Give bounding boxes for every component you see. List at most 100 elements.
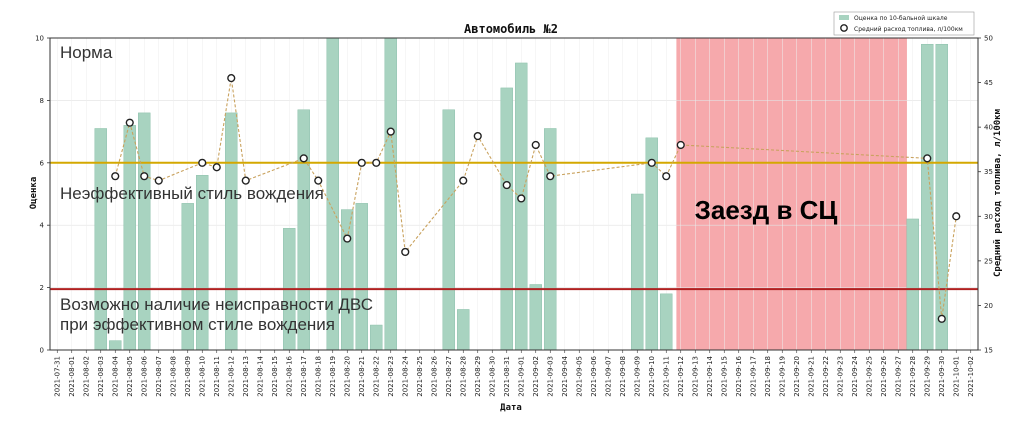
score-bar bbox=[631, 193, 644, 351]
score-bar bbox=[544, 128, 557, 351]
y2-tick-label: 40 bbox=[984, 124, 993, 132]
x-tick-label: 2021-08-29 bbox=[474, 356, 482, 397]
score-bar bbox=[370, 324, 383, 351]
zone-label-inefficient: Неэффективный стиль вождения bbox=[60, 184, 324, 203]
x-tick-label: 2021-09-10 bbox=[648, 356, 656, 397]
score-bar bbox=[660, 293, 673, 351]
x-tick-label: 2021-08-23 bbox=[387, 356, 395, 397]
x-tick-label: 2021-09-26 bbox=[880, 355, 888, 396]
legend-bar-swatch bbox=[839, 15, 849, 20]
fuel-point bbox=[546, 172, 555, 181]
score-bar bbox=[109, 340, 122, 351]
x-tick-label: 2021-09-17 bbox=[749, 356, 757, 397]
chart-title: Автомобиль №2 bbox=[464, 22, 558, 36]
x-tick-label: 2021-09-01 bbox=[517, 356, 525, 397]
fuel-point bbox=[517, 194, 526, 203]
x-tick-label: 2021-08-14 bbox=[256, 355, 264, 396]
fuel-point bbox=[937, 314, 946, 323]
fuel-point bbox=[502, 180, 511, 190]
x-tick-label: 2021-09-29 bbox=[923, 356, 931, 397]
fuel-point bbox=[111, 172, 120, 181]
x-tick-label: 2021-09-09 bbox=[633, 356, 641, 397]
x-tick-label: 2021-08-18 bbox=[314, 356, 322, 397]
service-label: Заезд в СЦ bbox=[695, 195, 838, 225]
fuel-point bbox=[662, 172, 671, 181]
fuel-point bbox=[241, 176, 250, 185]
x-tick-label: 2021-09-28 bbox=[909, 356, 917, 397]
x-tick-label: 2021-08-11 bbox=[213, 356, 221, 397]
x-tick-label: 2021-08-03 bbox=[97, 356, 105, 397]
x-tick-label: 2021-09-05 bbox=[575, 356, 583, 397]
x-tick-label: 2021-09-27 bbox=[894, 356, 902, 397]
y2-tick-label: 50 bbox=[984, 35, 993, 43]
fuel-line-layer bbox=[111, 74, 961, 323]
fuel-point bbox=[952, 212, 961, 221]
x-tick-label: 2021-08-06 bbox=[140, 355, 148, 396]
fuel-point bbox=[140, 172, 149, 181]
x-tick-label: 2021-08-31 bbox=[503, 356, 511, 397]
x-tick-label: 2021-08-02 bbox=[82, 356, 90, 397]
x-tick-label: 2021-08-07 bbox=[155, 356, 163, 397]
legend-line-label: Средний расход топлива, л/100км bbox=[854, 26, 963, 33]
x-tick-label: 2021-09-21 bbox=[807, 356, 815, 397]
x-tick-label: 2021-08-28 bbox=[459, 356, 467, 397]
fuel-point bbox=[314, 176, 323, 185]
y-axis-label: Оценка bbox=[29, 177, 39, 210]
x-tick-label: 2021-08-15 bbox=[271, 356, 279, 397]
fuel-point bbox=[923, 154, 932, 163]
x-tick-label: 2021-08-25 bbox=[416, 356, 424, 397]
x-tick-label: 2021-08-24 bbox=[401, 355, 409, 396]
x-tick-label: 2021-08-19 bbox=[329, 356, 337, 397]
x-tick-label: 2021-08-10 bbox=[198, 356, 206, 397]
y-tick-label: 4 bbox=[40, 222, 45, 230]
legend-bar-label: Оценка по 10-бальной шкале bbox=[854, 15, 948, 22]
score-bar bbox=[355, 203, 368, 351]
y2-tick-label: 30 bbox=[984, 213, 993, 221]
legend: Оценка по 10-бальной шкале Средний расхо… bbox=[833, 11, 975, 36]
x-tick-label: 2021-08-16 bbox=[285, 355, 293, 396]
x-tick-label: 2021-08-12 bbox=[227, 356, 235, 397]
x-axis-ticks: 2021-07-31 2021-08-01 2021-08-02 2021-08-03… bbox=[53, 350, 975, 397]
y2-tick-label: 25 bbox=[984, 257, 993, 265]
x-axis-label: Дата bbox=[500, 403, 522, 413]
x-tick-label: 2021-08-20 bbox=[343, 356, 351, 397]
fuel-point bbox=[459, 176, 468, 185]
legend-box bbox=[833, 11, 975, 36]
x-tick-label: 2021-09-08 bbox=[619, 356, 627, 397]
y-axis-left-ticks: 0 2 4 6 8 10 bbox=[35, 35, 50, 355]
x-tick-label: 2021-09-14 bbox=[706, 355, 714, 396]
x-tick-label: 2021-08-13 bbox=[242, 356, 250, 397]
score-bar bbox=[906, 218, 919, 351]
fuel-point bbox=[473, 131, 482, 141]
x-tick-label: 2021-08-04 bbox=[111, 355, 119, 396]
x-tick-label: 2021-08-09 bbox=[184, 356, 192, 397]
y2-axis-label: Средний расход топлива, л/100км bbox=[993, 108, 1003, 277]
x-tick-label: 2021-09-19 bbox=[778, 356, 786, 397]
y2-tick-label: 35 bbox=[984, 168, 993, 176]
x-tick-label: 2021-09-22 bbox=[822, 356, 830, 397]
x-tick-label: 2021-08-01 bbox=[68, 356, 76, 397]
x-tick-label: 2021-09-04 bbox=[561, 355, 569, 396]
y2-tick-label: 45 bbox=[984, 79, 993, 87]
score-bar bbox=[500, 87, 513, 351]
zone-label-fault-line1: Возможно наличие неисправности ДВС bbox=[60, 295, 373, 314]
zone-label-norm: Норма bbox=[60, 43, 113, 62]
score-bar bbox=[921, 43, 934, 351]
x-tick-label: 2021-09-23 bbox=[836, 356, 844, 397]
y-tick-label: 8 bbox=[40, 97, 44, 105]
x-tick-label: 2021-09-20 bbox=[793, 356, 801, 397]
score-bar bbox=[515, 62, 528, 351]
x-tick-label: 2021-08-21 bbox=[358, 356, 366, 397]
y-axis-right-ticks: 15 20 25 30 35 40 45 50 bbox=[978, 35, 993, 355]
score-bar bbox=[384, 37, 397, 351]
fuel-point bbox=[386, 127, 395, 136]
fuel-point bbox=[154, 176, 163, 185]
x-tick-label: 2021-08-08 bbox=[169, 356, 177, 397]
fuel-point bbox=[401, 247, 410, 257]
x-tick-label: 2021-07-31 bbox=[53, 356, 61, 397]
legend-line-marker bbox=[840, 24, 848, 32]
x-tick-label: 2021-09-02 bbox=[532, 356, 540, 397]
x-tick-label: 2021-09-30 bbox=[938, 356, 946, 397]
service-period-band bbox=[676, 38, 907, 350]
